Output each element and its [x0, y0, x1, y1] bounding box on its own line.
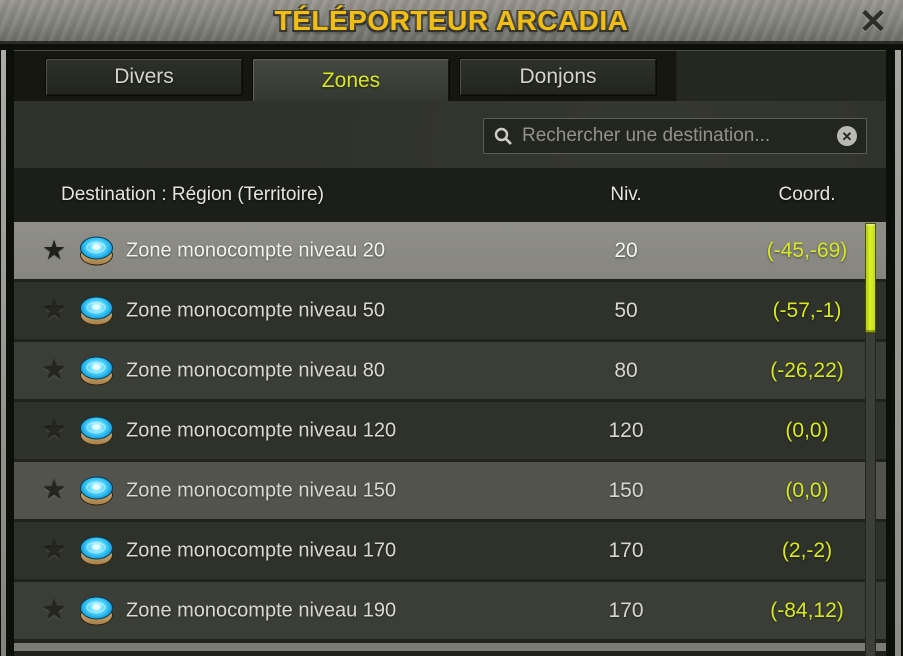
favorite-star-icon[interactable]: ★: [42, 294, 67, 325]
window-title: TÉLÉPORTEUR ARCADIA: [274, 5, 629, 36]
zaap-icon: [80, 235, 113, 266]
destination-label: Zone monocompte niveau 80: [126, 359, 386, 381]
level-value: 20: [614, 238, 638, 262]
list-item[interactable]: ★ Zone monocompte niveau 150 150 (0,0): [14, 462, 886, 519]
destination-label: Zone monocompte niveau 50: [126, 299, 386, 321]
window-body: Divers Zones Donjons ✕ Dest: [0, 47, 903, 656]
zaap-icon: [80, 535, 113, 566]
level-value: 170: [608, 598, 644, 622]
zaap-icon: [80, 475, 113, 506]
level-value: 80: [614, 358, 638, 382]
level-value: 120: [608, 418, 644, 442]
search-row: ✕: [14, 101, 886, 168]
coord-value: (-84,12): [770, 598, 844, 622]
coord-value: (-45,-69): [766, 238, 848, 262]
destination-label: Zone monocompte niveau 170: [126, 539, 397, 561]
favorite-star-icon[interactable]: ★: [42, 594, 67, 625]
main-panel: Divers Zones Donjons ✕ Dest: [14, 50, 886, 656]
zaap-icon: [80, 355, 113, 386]
tab-zones[interactable]: Zones: [252, 58, 450, 103]
tab-divers[interactable]: Divers: [45, 58, 243, 96]
level-value: 50: [614, 298, 638, 322]
coord-value: (0,0): [785, 478, 829, 502]
coord-value: (-26,22): [770, 358, 844, 382]
coord-value: (2,-2): [781, 538, 833, 562]
search-box[interactable]: ✕: [483, 118, 867, 154]
destination-list: ★ Zone monocompte niveau 20 20 (-45,-69)…: [14, 222, 886, 656]
destination-label: Zone monocompte niveau 20: [126, 239, 386, 261]
search-input[interactable]: [522, 125, 828, 147]
close-icon[interactable]: ✕: [858, 3, 888, 41]
clear-search-icon[interactable]: ✕: [837, 126, 857, 146]
zaap-icon: [80, 295, 113, 326]
column-header-destination: Destination : Région (Territoire): [61, 184, 324, 205]
destination-label: Zone monocompte niveau 150: [126, 479, 397, 501]
destination-label: Zone monocompte niveau 120: [126, 419, 397, 441]
window-frame-left: [1, 50, 6, 656]
list-item[interactable]: ★ Zone monocompte niveau 190 170 (-84,12…: [14, 582, 886, 639]
list-item[interactable]: ★ Zone monocompte niveau 50 50 (-57,-1): [14, 282, 886, 339]
tab-donjons[interactable]: Donjons: [459, 58, 657, 96]
coord-value: (-57,-1): [772, 298, 842, 322]
list-item[interactable]: ★ Zone monocompte niveau 170 170 (2,-2): [14, 522, 886, 579]
search-icon: [494, 127, 512, 145]
favorite-star-icon[interactable]: ★: [42, 474, 67, 505]
list-item[interactable]: ★ Zone monocompte niveau 20 20 (-45,-69): [14, 222, 886, 279]
tab-bar: Divers Zones Donjons: [14, 51, 886, 103]
column-header-level: Niv.: [610, 184, 642, 205]
favorite-star-icon[interactable]: ★: [42, 234, 67, 265]
scrollbar-track[interactable]: [865, 223, 876, 656]
destination-label: Zone monocompte niveau 190: [126, 599, 397, 621]
favorite-star-icon[interactable]: ★: [42, 414, 67, 445]
title-bar: TÉLÉPORTEUR ARCADIA ✕: [0, 0, 903, 44]
favorite-star-icon[interactable]: ★: [42, 534, 67, 565]
level-value: 150: [608, 478, 644, 502]
favorite-star-icon[interactable]: ★: [42, 354, 67, 385]
list-item[interactable]: ★ Zone monocompte niveau 80 80 (-26,22): [14, 342, 886, 399]
zaap-icon: [80, 415, 113, 446]
coord-value: (0,0): [785, 418, 829, 442]
scrollbar-thumb[interactable]: [865, 223, 876, 333]
column-header-coord: Coord.: [778, 184, 836, 205]
tab-content: ✕ Destination : Région (Territoire) Niv.…: [14, 101, 886, 656]
zaap-icon: [80, 595, 113, 626]
list-item[interactable]: ★ Zone monocompte niveau 120 120 (0,0): [14, 402, 886, 459]
level-value: 170: [608, 538, 644, 562]
table-header: Destination : Région (Territoire) Niv. C…: [14, 168, 886, 222]
window-frame-right: [895, 50, 901, 656]
list-item-partial[interactable]: [14, 643, 886, 651]
